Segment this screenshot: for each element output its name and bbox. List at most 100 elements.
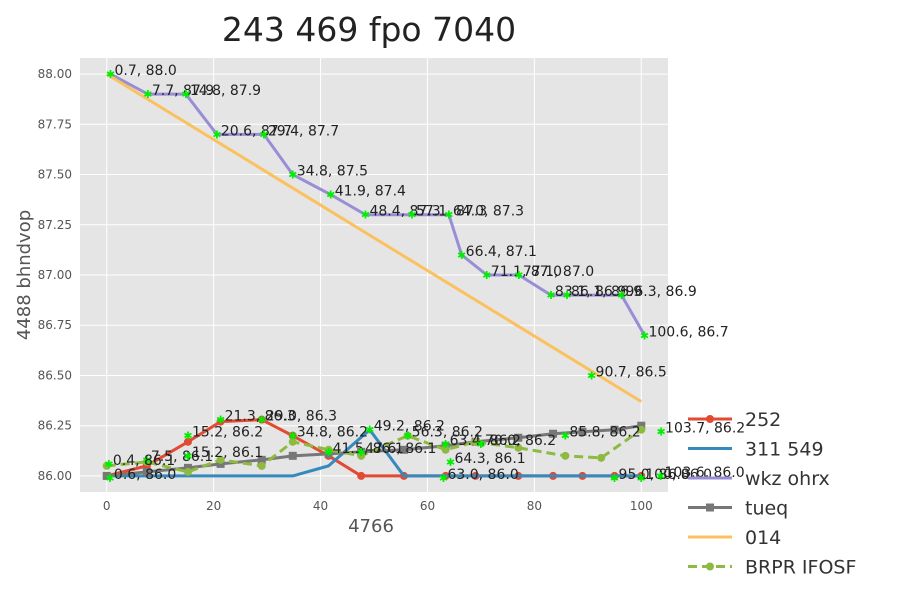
point-5-8 xyxy=(403,431,412,440)
annotation-label-11: 71.1, 87.0 xyxy=(491,264,562,280)
annotation-label-30: 41.5, 86.1 xyxy=(333,441,404,457)
annotation-marker-30: ✱ xyxy=(324,446,333,459)
annotation-marker-26: ✱ xyxy=(561,430,570,443)
annotation-label-15: 96.3, 86.9 xyxy=(625,284,696,300)
y-tick-label-1: 86.25 xyxy=(38,419,72,433)
annotation-marker-32: ✱ xyxy=(446,456,455,469)
y-tick-label-4: 87.00 xyxy=(38,268,72,282)
annotation-marker-15: ✱ xyxy=(617,289,626,302)
point-5-0 xyxy=(102,461,111,470)
point-3-8 xyxy=(399,445,408,454)
annotation-label-34: 0.6, 86.0 xyxy=(114,467,176,483)
y-axis: 86.00 86.25 86.50 86.75 87.00 87.25 87.50 87.75… xyxy=(38,67,72,483)
annotation-marker-36: ✱ xyxy=(610,472,619,485)
point-0-3 xyxy=(216,417,225,426)
series-2 xyxy=(109,72,646,337)
annotation-marker-16: ✱ xyxy=(640,329,649,342)
legend-label-1: 311 549 xyxy=(745,439,824,461)
annotation-marker-6: ✱ xyxy=(326,189,335,202)
legend-item-2: wkz ohrx xyxy=(688,468,830,490)
annotation-marker-1: ✱ xyxy=(143,88,152,101)
annotation-marker-25: ✱ xyxy=(476,438,485,451)
annotation-marker-5: ✱ xyxy=(288,169,297,182)
annotation-label-22: 49.2, 86.2 xyxy=(374,419,445,435)
legend-marker-3 xyxy=(706,503,714,512)
annotation-label-3: 20.6, 87.7 xyxy=(221,123,292,139)
point-3-7 xyxy=(357,447,366,456)
annotation-label-10: 66.4, 87.1 xyxy=(466,244,537,260)
annotation-marker-9: ✱ xyxy=(444,209,453,222)
legend-marker-0 xyxy=(706,415,714,423)
annotation-marker-0: ✱ xyxy=(106,68,115,81)
legend-label-5: BRPR IFOSF xyxy=(745,557,856,579)
annotation-marker-22: ✱ xyxy=(365,424,374,437)
x-axis-label: 4766 xyxy=(348,516,394,537)
annotation-marker-12: ✱ xyxy=(514,269,523,282)
x-tick-label-1: 20 xyxy=(206,499,221,513)
series-line-2 xyxy=(109,72,646,337)
point-5-10 xyxy=(471,437,480,446)
legend-item-4: 014 xyxy=(688,527,781,549)
annotation-marker-23: ✱ xyxy=(403,430,412,443)
point-5-12 xyxy=(561,451,570,460)
point-0-5 xyxy=(288,431,297,440)
legend-label-4: 014 xyxy=(745,527,781,549)
annotation-marker-34: ✱ xyxy=(105,472,114,485)
series-4 xyxy=(105,72,643,403)
annotation-label-28: 7.5, 86.1 xyxy=(151,449,213,465)
x-axis: 0 20 40 60 80 100 xyxy=(103,499,653,513)
annotation-marker-31: ✱ xyxy=(357,446,366,459)
annotation-marker-18: ✱ xyxy=(216,414,225,427)
annotation-label-26: 85.8, 86.2 xyxy=(569,425,640,441)
grid-lines xyxy=(80,58,668,492)
point-0-7 xyxy=(357,471,366,480)
annotation-label-29: 15.2, 86.1 xyxy=(192,445,263,461)
annotation-marker-20: ✱ xyxy=(183,430,192,443)
annotation-marker-29: ✱ xyxy=(183,450,192,463)
annotation-layer: ✱ 0.7, 88.0✱ 7.7, 87.9✱ 14.8, 87.9✱ 20.6, 87… xyxy=(104,63,745,485)
annotation-label-14: 86.1, 86.9 xyxy=(571,284,642,300)
annotation-label-2: 14.8, 87.9 xyxy=(190,83,261,99)
legend-item-1: 311 549 xyxy=(688,439,824,461)
point-5-9 xyxy=(441,445,450,454)
annotation-marker-19: ✱ xyxy=(257,414,266,427)
annotation-label-36: 95.0, 86.0 xyxy=(619,467,690,483)
legend-item-5: BRPR IFOSF xyxy=(688,557,856,579)
annotation-label-16: 100.6, 86.7 xyxy=(648,324,728,340)
point-3-0 xyxy=(102,471,111,480)
annotation-marker-3: ✱ xyxy=(212,128,221,141)
legend-item-3: tueq xyxy=(688,498,788,520)
annotation-label-0: 0.7, 88.0 xyxy=(114,63,176,79)
annotation-label-1: 7.7, 87.9 xyxy=(152,83,214,99)
point-3-3 xyxy=(216,459,225,468)
point-3-6 xyxy=(324,449,333,458)
series-5 xyxy=(102,425,646,476)
y-tick-label-2: 86.50 xyxy=(38,368,72,382)
annotation-marker-10: ✱ xyxy=(457,249,466,262)
annotation-label-7: 48.4, 87.3 xyxy=(369,204,440,220)
chart-title: 243 469 fpo 7040 xyxy=(222,10,516,49)
y-tick-label-3: 86.75 xyxy=(38,318,72,332)
annotation-label-20: 15.2, 86.2 xyxy=(192,425,263,441)
annotation-label-21: 34.8, 86.2 xyxy=(297,425,368,441)
annotation-marker-37: ✱ xyxy=(637,472,646,485)
annotation-label-5: 34.8, 87.5 xyxy=(297,164,368,180)
series-layer xyxy=(102,72,646,480)
annotation-label-8: 57.1, 87.3 xyxy=(416,204,487,220)
legend-item-0: 252 xyxy=(688,409,781,431)
annotation-label-6: 41.9, 87.4 xyxy=(335,184,406,200)
y-tick-label-5: 87.25 xyxy=(38,218,72,232)
annotation-label-27: 103.7, 86.2 xyxy=(665,421,745,437)
annotation-label-24: 63.4, 86.2 xyxy=(450,433,521,449)
series-line-1 xyxy=(106,428,642,478)
point-3-13 xyxy=(578,427,587,436)
annotation-marker-4: ✱ xyxy=(259,128,268,141)
point-5-7 xyxy=(357,451,366,460)
legend-marker-5 xyxy=(706,562,714,571)
x-tick-label-5: 100 xyxy=(630,499,653,513)
legend: 252 311 549 wkz ohrx tueq 014 BRPR IFOSF xyxy=(688,409,856,579)
point-5-6 xyxy=(324,445,333,454)
annotation-label-12: 77.1, 87.0 xyxy=(523,264,594,280)
legend-label-0: 252 xyxy=(745,409,781,431)
